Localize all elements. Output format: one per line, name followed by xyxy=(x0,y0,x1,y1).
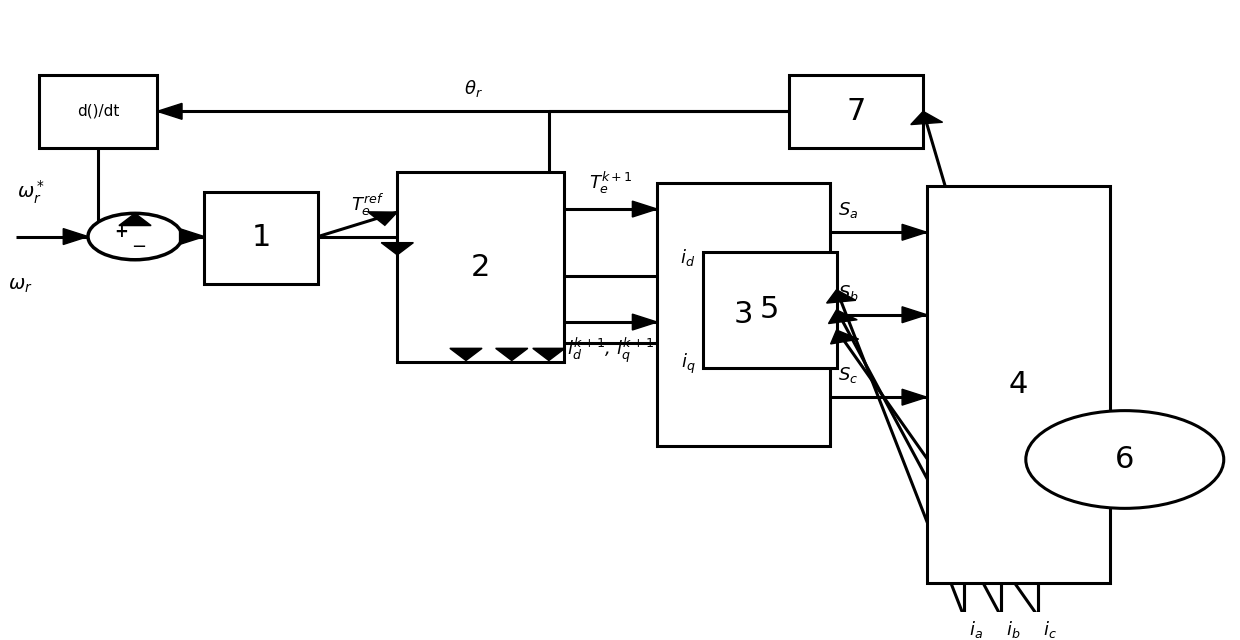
Polygon shape xyxy=(827,290,856,303)
Text: $\omega_r^*$: $\omega_r^*$ xyxy=(17,179,46,206)
Polygon shape xyxy=(450,348,482,360)
Text: d()/dt: d()/dt xyxy=(77,104,119,119)
Text: $i_a$: $i_a$ xyxy=(968,619,983,640)
Text: $T_e^{ref}$: $T_e^{ref}$ xyxy=(351,192,384,218)
Text: $i_d^{k+1}$, $i_q^{k+1}$: $i_d^{k+1}$, $i_q^{k+1}$ xyxy=(567,335,655,365)
Polygon shape xyxy=(901,389,926,405)
Text: 2: 2 xyxy=(471,253,491,282)
Text: 6: 6 xyxy=(1115,445,1135,474)
Bar xyxy=(397,172,564,362)
Polygon shape xyxy=(632,201,657,217)
Bar xyxy=(657,184,831,446)
Bar xyxy=(790,75,923,148)
Text: $S_c$: $S_c$ xyxy=(838,365,858,385)
Text: 5: 5 xyxy=(760,295,780,324)
Text: 3: 3 xyxy=(734,300,754,329)
Text: −: − xyxy=(131,238,146,256)
Text: 1: 1 xyxy=(252,223,270,252)
Polygon shape xyxy=(632,314,657,330)
Polygon shape xyxy=(828,310,857,324)
Text: +: + xyxy=(114,223,128,241)
Polygon shape xyxy=(381,243,413,255)
Circle shape xyxy=(88,213,182,260)
Bar xyxy=(38,75,157,148)
Polygon shape xyxy=(910,111,942,125)
Polygon shape xyxy=(533,348,565,360)
Polygon shape xyxy=(496,348,528,360)
Text: $S_b$: $S_b$ xyxy=(838,282,858,303)
Text: $i_c$: $i_c$ xyxy=(1043,619,1056,640)
Text: $T_e^{k+1}$: $T_e^{k+1}$ xyxy=(589,170,632,196)
Polygon shape xyxy=(157,104,182,119)
Polygon shape xyxy=(901,307,926,323)
Polygon shape xyxy=(180,228,205,244)
Polygon shape xyxy=(368,212,397,225)
Text: $\theta_r$: $\theta_r$ xyxy=(464,78,482,99)
Bar xyxy=(703,252,837,368)
Polygon shape xyxy=(901,225,926,240)
Circle shape xyxy=(1025,411,1224,508)
Text: $S_a$: $S_a$ xyxy=(838,200,858,220)
Text: 7: 7 xyxy=(847,97,866,126)
Polygon shape xyxy=(63,228,88,244)
Text: $i_d$: $i_d$ xyxy=(681,246,696,268)
Text: $\omega_r$: $\omega_r$ xyxy=(7,276,32,295)
Text: $i_b$: $i_b$ xyxy=(1006,619,1021,640)
Text: 4: 4 xyxy=(1008,370,1028,399)
Polygon shape xyxy=(831,330,858,344)
Text: $i_q$: $i_q$ xyxy=(681,352,696,376)
Bar xyxy=(926,186,1110,583)
Bar xyxy=(205,192,319,284)
Polygon shape xyxy=(119,213,151,225)
